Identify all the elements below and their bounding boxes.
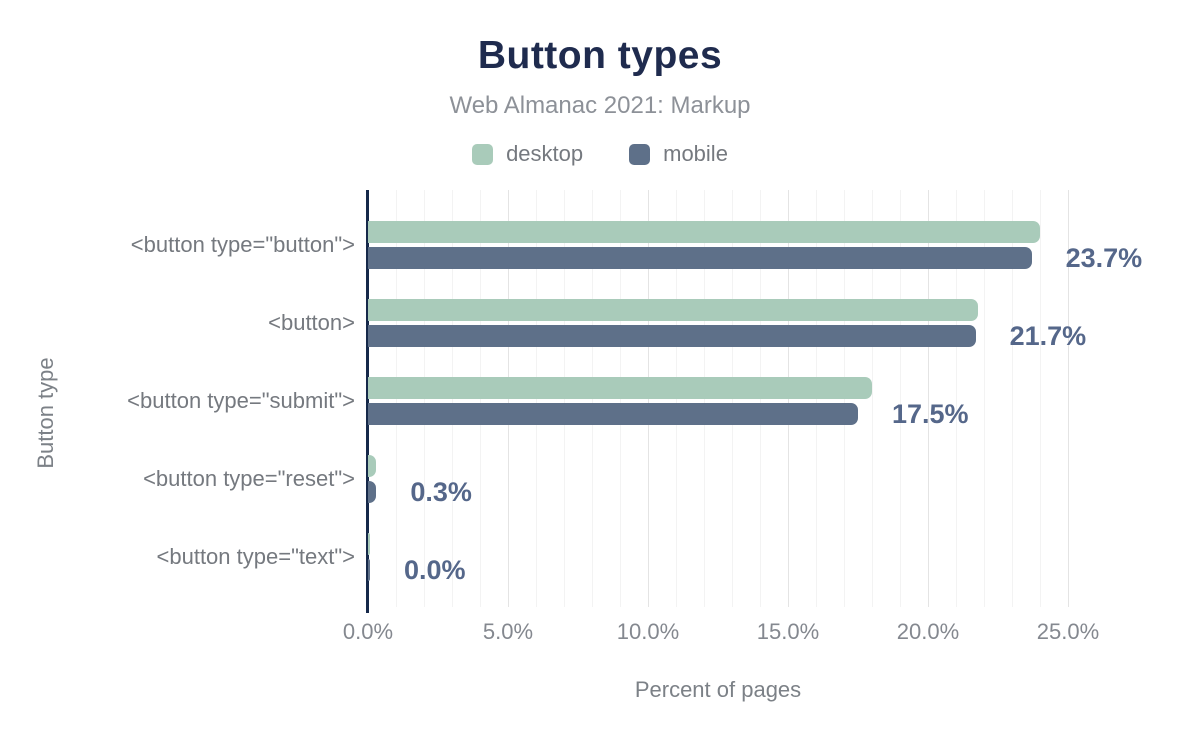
x-tick-label: 25.0%	[1036, 619, 1100, 644]
bar-desktop[interactable]	[368, 377, 872, 399]
y-axis-title: Button type	[33, 357, 58, 469]
bar-desktop[interactable]	[368, 221, 1040, 243]
value-label: 23.7%	[1065, 243, 1143, 273]
bar-desktop[interactable]	[368, 455, 377, 477]
x-tick-label: 15.0%	[756, 619, 820, 644]
x-axis-title: Percent of pages	[634, 677, 802, 702]
bar-mobile[interactable]	[368, 403, 858, 425]
legend-item-desktop[interactable]: desktop	[472, 141, 583, 167]
chart-row: <button type="button"> 23.7%	[131, 206, 1142, 284]
x-tick-label: 10.0%	[616, 619, 680, 644]
x-tick-label: 20.0%	[896, 619, 960, 644]
y-axis-line	[366, 190, 369, 613]
category-label: <button type="button">	[130, 232, 355, 257]
plot-area: <button type="button"> 23.7% <button> 21.7%…	[127, 190, 1142, 702]
x-tick-label: 0.0%	[342, 619, 394, 644]
bar-mobile[interactable]	[368, 325, 976, 347]
bar-desktop[interactable]	[368, 533, 370, 555]
value-label: 0.3%	[410, 477, 472, 507]
value-label: 21.7%	[1009, 321, 1087, 351]
category-label: <button>	[268, 310, 355, 335]
chart-row: <button> 21.7%	[268, 284, 1086, 362]
category-label: <button type="reset">	[143, 466, 355, 491]
chart-title: Button types	[477, 34, 723, 77]
x-tick-label: 5.0%	[482, 619, 534, 644]
chart-row: <button type="reset"> 0.3%	[143, 440, 1069, 518]
legend-label-mobile: mobile	[663, 141, 728, 166]
legend: desktop mobile	[0, 141, 1200, 167]
bar-mobile[interactable]	[368, 247, 1032, 269]
legend-label-desktop: desktop	[506, 141, 584, 166]
desktop-swatch-icon	[472, 143, 494, 165]
legend-item-mobile[interactable]: mobile	[629, 141, 728, 167]
bar-desktop[interactable]	[368, 299, 979, 321]
value-label: 0.0%	[404, 555, 466, 585]
category-label: <button type="submit">	[127, 388, 355, 413]
mobile-swatch-icon	[629, 143, 651, 165]
chart-row: <button type="submit"> 17.5%	[127, 362, 1069, 440]
category-label: <button type="text">	[156, 544, 355, 569]
bar-mobile[interactable]	[368, 481, 377, 503]
bar-mobile[interactable]	[368, 559, 370, 581]
value-label: 17.5%	[892, 399, 969, 429]
chart-row: <button type="text"> 0.0%	[157, 518, 1069, 596]
chart-subtitle: Web Almanac 2021: Markup	[449, 92, 751, 119]
